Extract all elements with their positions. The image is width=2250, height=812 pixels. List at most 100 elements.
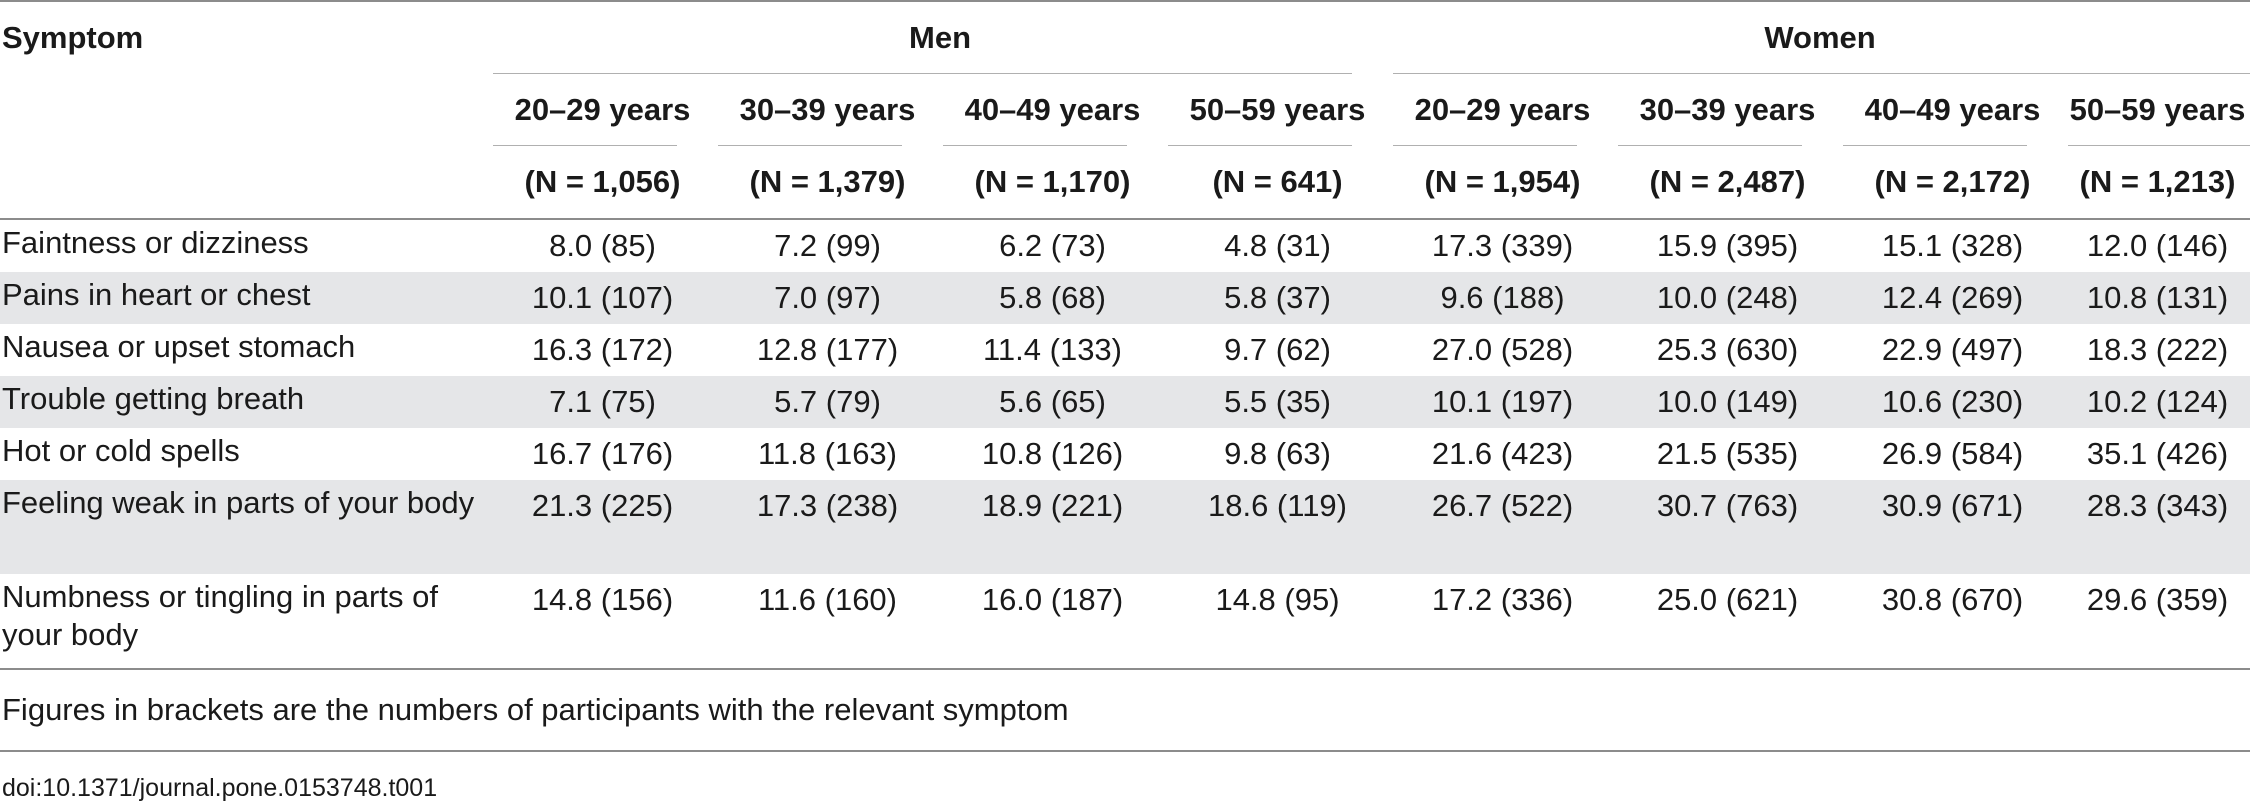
age-header: 50–59 years: [1165, 74, 1390, 146]
men-group-header: Men: [490, 0, 1390, 74]
table-cell: 29.6 (359): [2065, 574, 2250, 670]
n-header: (N = 2,172): [1840, 146, 2065, 220]
n-header: (N = 641): [1165, 146, 1390, 220]
n-header: (N = 1,056): [490, 146, 715, 220]
symptom-table-container: Symptom Men Women 20–29 years 30–39 year…: [0, 0, 2250, 670]
table-cell: 30.7 (763): [1615, 480, 1840, 574]
men-group-label: Men: [909, 20, 971, 55]
table-cell: 5.8 (37): [1165, 272, 1390, 324]
table-cell: 18.6 (119): [1165, 480, 1390, 574]
table-cell: 9.7 (62): [1224, 332, 1331, 367]
table-cell: 11.6 (160): [715, 574, 940, 670]
table-cell: 21.3 (225): [490, 480, 715, 574]
table-cell: 18.3 (222): [2086, 332, 2229, 367]
table-cell: 16.7 (176): [531, 436, 674, 471]
table-cell: 15.9 (395): [1656, 228, 1799, 263]
table-footnote: Figures in brackets are the numbers of p…: [2, 692, 1069, 727]
table-cell: 10.6 (230): [1840, 376, 2065, 428]
symptom-label: Pains in heart or chest: [0, 272, 490, 324]
table-cell: 15.1 (328): [1881, 228, 2024, 263]
table-cell: 14.8 (95): [1165, 574, 1390, 670]
table-cell: 6.2 (73): [999, 228, 1106, 263]
table-cell: 7.0 (97): [715, 272, 940, 324]
empty-header-cell: [0, 146, 490, 220]
age-header: 40–49 years: [940, 74, 1165, 146]
table-row: Faintness or dizziness 8.0 (85) 7.2 (99)…: [0, 219, 2250, 272]
table-cell: 5.8 (68): [940, 272, 1165, 324]
symptom-label: Faintness or dizziness: [2, 225, 309, 260]
n-header: (N = 2,487): [1615, 146, 1840, 220]
table-cell: 10.0 (248): [1615, 272, 1840, 324]
doi-label: doi:10.1371/journal.pone.0153748.t001: [2, 774, 438, 802]
table-cell: 21.6 (423): [1431, 436, 1574, 471]
symptom-label: Nausea or upset stomach: [2, 329, 356, 364]
symptom-label: Numbness or tingling in parts of your bo…: [0, 574, 490, 670]
table-cell: 21.5 (535): [1656, 436, 1799, 471]
age-header: 30–39 years: [715, 74, 940, 146]
table-cell: 9.8 (63): [1224, 436, 1331, 471]
n-header: (N = 1,213): [2065, 146, 2250, 220]
empty-header-cell: [0, 74, 490, 146]
footer-divider: [0, 750, 2250, 752]
header-n-row: (N = 1,056) (N = 1,379) (N = 1,170) (N =…: [0, 146, 2250, 220]
table-cell: 10.8 (126): [981, 436, 1124, 471]
table-row: Feeling weak in parts of your body 21.3 …: [0, 480, 2250, 574]
table-cell: 11.8 (163): [757, 436, 897, 471]
age-header: 50–59 years: [2065, 74, 2250, 146]
women-group-label: Women: [1764, 20, 1876, 55]
symptom-label: Hot or cold spells: [2, 433, 240, 468]
table-cell: 26.9 (584): [1881, 436, 2024, 471]
table-cell: 12.0 (146): [2086, 228, 2229, 263]
table-cell: 5.5 (35): [1165, 376, 1390, 428]
table-cell: 7.2 (99): [774, 228, 881, 263]
table-cell: 9.6 (188): [1390, 272, 1615, 324]
symptom-table: Symptom Men Women 20–29 years 30–39 year…: [0, 0, 2250, 670]
table-cell: 10.1 (107): [490, 272, 715, 324]
table-row: Nausea or upset stomach 16.3 (172) 12.8 …: [0, 324, 2250, 376]
table-cell: 10.8 (131): [2065, 272, 2250, 324]
table-cell: 35.1 (426): [2086, 436, 2229, 471]
symptom-label: Feeling weak in parts of your body: [0, 480, 490, 574]
age-header: 20–29 years: [1390, 74, 1615, 146]
table-cell: 16.0 (187): [940, 574, 1165, 670]
table-cell: 30.8 (670): [1840, 574, 2065, 670]
header-group-row: Symptom Men Women: [0, 0, 2250, 74]
table-cell: 7.1 (75): [490, 376, 715, 428]
table-cell: 10.2 (124): [2065, 376, 2250, 428]
table-cell: 25.0 (621): [1615, 574, 1840, 670]
table-cell: 11.4 (133): [982, 332, 1122, 367]
symptom-label: Trouble getting breath: [0, 376, 490, 428]
table-cell: 17.3 (339): [1431, 228, 1574, 263]
table-cell: 5.6 (65): [940, 376, 1165, 428]
table-cell: 25.3 (630): [1656, 332, 1799, 367]
table-cell: 5.7 (79): [715, 376, 940, 428]
table-cell: 30.9 (671): [1840, 480, 2065, 574]
table-cell: 10.1 (197): [1390, 376, 1615, 428]
table-cell: 10.0 (149): [1615, 376, 1840, 428]
table-cell: 8.0 (85): [549, 228, 656, 263]
table-cell: 17.2 (336): [1390, 574, 1615, 670]
women-group-header: Women: [1390, 0, 2250, 74]
table-cell: 27.0 (528): [1431, 332, 1574, 367]
table-cell: 18.9 (221): [940, 480, 1165, 574]
table-cell: 14.8 (156): [490, 574, 715, 670]
symptom-column-header: Symptom: [0, 0, 490, 74]
table-cell: 22.9 (497): [1881, 332, 2024, 367]
table-row: Pains in heart or chest 10.1 (107) 7.0 (…: [0, 272, 2250, 324]
n-header: (N = 1,170): [940, 146, 1165, 220]
age-header: 20–29 years: [490, 74, 715, 146]
table-cell: 4.8 (31): [1224, 228, 1331, 263]
table-cell: 26.7 (522): [1390, 480, 1615, 574]
table-cell: 17.3 (238): [715, 480, 940, 574]
age-header: 30–39 years: [1615, 74, 1840, 146]
table-cell: 28.3 (343): [2065, 480, 2250, 574]
table-cell: 12.4 (269): [1840, 272, 2065, 324]
header-age-row: 20–29 years 30–39 years 40–49 years 50–5…: [0, 74, 2250, 146]
table-cell: 16.3 (172): [531, 332, 674, 367]
table-row: Numbness or tingling in parts of your bo…: [0, 574, 2250, 670]
table-row: Hot or cold spells 16.7 (176) 11.8 (163)…: [0, 428, 2250, 480]
n-header: (N = 1,379): [715, 146, 940, 220]
age-header: 40–49 years: [1840, 74, 2065, 146]
table-cell: 12.8 (177): [756, 332, 899, 367]
n-header: (N = 1,954): [1390, 146, 1615, 220]
